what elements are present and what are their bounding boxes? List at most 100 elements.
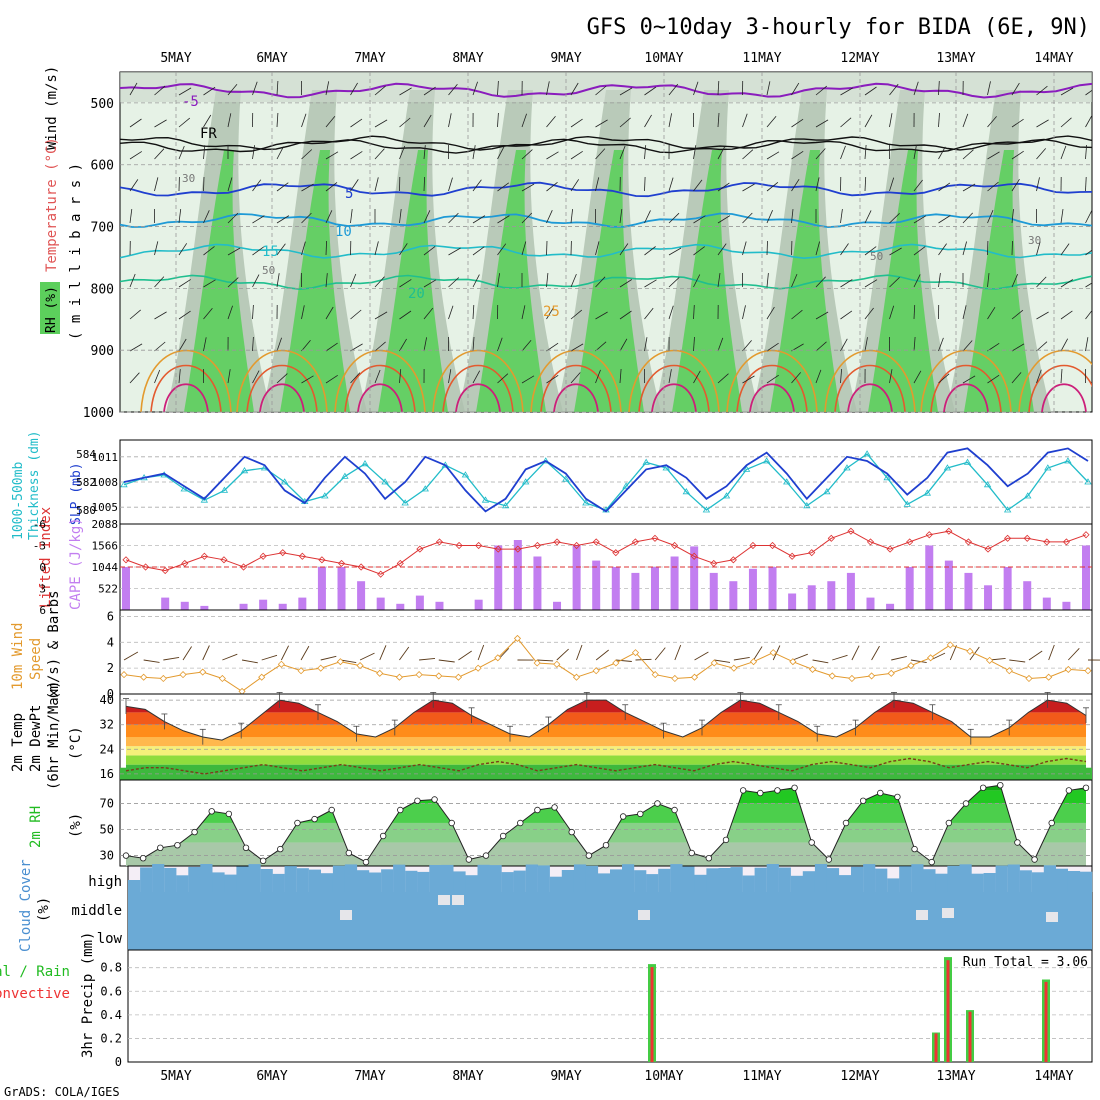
rh-plume-core <box>770 150 840 412</box>
cloud-unit: (%) <box>36 897 52 922</box>
isotherm-30 <box>344 364 416 412</box>
cloud-high-bar <box>549 876 562 892</box>
wind-barb <box>889 213 900 224</box>
isotherm-label: -5 <box>182 94 199 110</box>
wind-barb <box>448 305 454 320</box>
thickness-marker <box>120 481 128 488</box>
wind-barb <box>325 210 333 224</box>
cloud-high-bar <box>176 875 189 892</box>
wind-barb <box>791 82 800 96</box>
temp-minmax-bars <box>123 692 1089 745</box>
rh-plume-core <box>868 150 938 412</box>
wind-barb <box>913 274 921 288</box>
cloud-high-bar <box>248 864 261 892</box>
wind-barb <box>301 305 305 320</box>
slp-thickness-panel <box>119 439 1093 525</box>
li-marker <box>827 534 835 542</box>
wind-barb <box>668 177 674 192</box>
wind-barb <box>374 311 388 320</box>
cloud-high-bar <box>405 870 418 892</box>
rh-marker <box>517 819 524 827</box>
wind-barb <box>1036 119 1049 128</box>
wind-marker <box>553 660 561 668</box>
cape-bar <box>278 603 287 610</box>
slp-tick: 1011 <box>92 451 119 464</box>
wind-barb <box>497 146 505 160</box>
wind-barb <box>840 279 853 288</box>
cloud-high-bar <box>790 875 803 892</box>
wind-barb <box>938 182 951 192</box>
precip-ticks: 0.8 0.6 0.4 0.2 0 <box>100 961 122 1069</box>
wind-barb <box>350 372 361 384</box>
wind-marker <box>809 665 817 674</box>
wind-marker <box>494 654 502 662</box>
chart-title: GFS 0~10day 3-hourly for BIDA (6E, 9N) <box>587 15 1090 40</box>
cape-tick: 1044 <box>92 561 119 574</box>
cloud-high-bar <box>911 864 924 892</box>
wind-marker <box>612 659 620 667</box>
isotherm-label: 10 <box>335 224 352 240</box>
cape-bar <box>298 597 307 610</box>
cape-bar <box>259 599 268 610</box>
wind-ticks: 6 4 2 0 <box>107 609 114 701</box>
cloud-high-bar <box>670 864 683 892</box>
surface-barb <box>182 646 192 661</box>
cape-bar <box>768 567 777 610</box>
wind-barb <box>570 343 584 352</box>
wind-barb <box>1011 309 1024 320</box>
cloud-high-bar <box>706 868 719 892</box>
rh-marker <box>688 849 695 857</box>
surface-barb <box>143 659 160 663</box>
wind-barb <box>546 342 559 352</box>
wind-barb <box>717 80 720 96</box>
wind-barb <box>227 113 232 128</box>
wind-barb <box>1060 338 1069 352</box>
precip-panel: Run Total = 3.06 <box>127 949 1093 1063</box>
wind-barb <box>791 209 794 224</box>
wind-barb <box>350 179 359 192</box>
cloud-high-bar <box>1007 864 1020 892</box>
thickness-marker <box>883 474 891 481</box>
thickness-marker <box>1003 506 1012 513</box>
wind-barb <box>276 112 279 128</box>
surface-barb <box>1067 647 1080 661</box>
wind-barb <box>913 370 922 384</box>
wind-barb <box>129 118 142 128</box>
thickness-marker <box>481 496 490 503</box>
wind-barb <box>276 215 290 224</box>
cloud-high-bar <box>501 872 514 892</box>
cape-bar <box>239 603 248 610</box>
temp-tick: 32 <box>100 718 114 732</box>
wind-barb <box>766 374 779 384</box>
wind-barb <box>1011 118 1024 128</box>
thickness-marker <box>903 500 911 507</box>
isotherm-30 <box>834 364 906 412</box>
cape-bar <box>317 567 326 610</box>
cape-bar <box>396 603 405 610</box>
wind-barb <box>154 85 166 96</box>
wind-barb <box>693 215 706 224</box>
isotherm <box>120 138 1092 154</box>
wind-barb <box>644 246 656 256</box>
wind-marker <box>140 673 148 681</box>
isotherm <box>120 274 1092 291</box>
wind-marker <box>651 671 659 679</box>
wind-barb <box>521 340 532 352</box>
wind-barb <box>766 81 771 96</box>
rh-marker <box>654 800 661 807</box>
wind-barb <box>154 241 159 256</box>
rh-marker <box>242 844 250 851</box>
cloud-high-bar <box>308 869 321 892</box>
wind-barb <box>889 305 895 320</box>
isotherm-label: 25 <box>543 304 560 320</box>
cloud-high-bar <box>272 873 285 892</box>
rh-marker <box>1082 784 1090 791</box>
thickness-tick: 584 <box>76 448 96 461</box>
wind-barb <box>497 243 507 256</box>
wind-axis-label-2: Speed <box>28 638 44 680</box>
wind-barb <box>129 151 143 160</box>
wind-barb <box>325 273 328 288</box>
wind-barb <box>668 247 682 256</box>
slp-ticks: 1011 1008 1005 584 582 580 <box>76 448 118 517</box>
wind-barb <box>987 81 991 96</box>
